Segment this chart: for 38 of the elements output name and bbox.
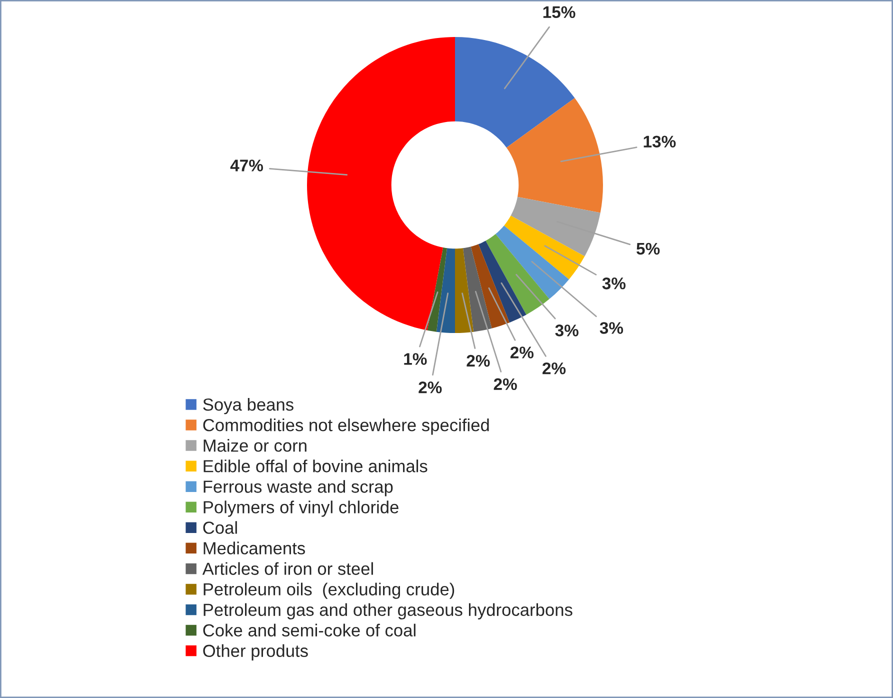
- data-label: 3%: [555, 324, 578, 336]
- data-label: 2%: [510, 346, 534, 358]
- legend-label: Ferrous waste and scrap: [204, 480, 393, 496]
- legend-label: Other produts: [203, 644, 308, 660]
- donut-slice: [307, 37, 455, 330]
- data-label: 15%: [543, 6, 576, 18]
- legend-label: Articles of iron or steel: [202, 562, 373, 575]
- data-label: 3%: [600, 322, 624, 334]
- donut-slice: [462, 246, 492, 332]
- data-label: 1%: [404, 353, 427, 365]
- legend-label: Edible offal of bovine animals: [204, 460, 428, 472]
- donut-slice: [506, 98, 603, 213]
- donut-slice: [455, 248, 474, 333]
- donut-slice: [455, 37, 575, 148]
- donut-slice: [486, 234, 550, 315]
- data-label: 3%: [602, 278, 626, 290]
- data-label: 2%: [418, 382, 442, 394]
- donut-slice: [470, 244, 510, 328]
- data-label: 2%: [542, 362, 566, 374]
- legend-label: Maize or corn: [204, 439, 306, 452]
- donut-slice: [504, 216, 585, 280]
- donut-slice: [427, 248, 448, 332]
- donut-slice: [436, 248, 455, 333]
- legend-label: Petroleum gas and other gaseous hydrocarbons: [204, 603, 572, 620]
- data-label: 2%: [494, 378, 517, 390]
- data-label: 2%: [466, 354, 490, 367]
- legend-label: Petroleum oils (excluding crude): [204, 582, 454, 599]
- legend-label: Coal: [203, 521, 237, 534]
- donut-slice: [478, 240, 526, 323]
- data-label: 13%: [644, 136, 676, 148]
- legend-label: Soya beans: [203, 398, 294, 414]
- legend-label: Medicaments: [204, 542, 305, 554]
- donut-slice: [496, 226, 570, 300]
- legend-label: Polymers of vinyl chloride: [204, 500, 398, 517]
- legend-label: Coke and semi-coke of coal: [203, 624, 416, 637]
- data-label: 47%: [230, 160, 264, 172]
- data-label: 5%: [636, 242, 660, 255]
- legend-label: Commodities not elsewhere specified: [203, 418, 489, 435]
